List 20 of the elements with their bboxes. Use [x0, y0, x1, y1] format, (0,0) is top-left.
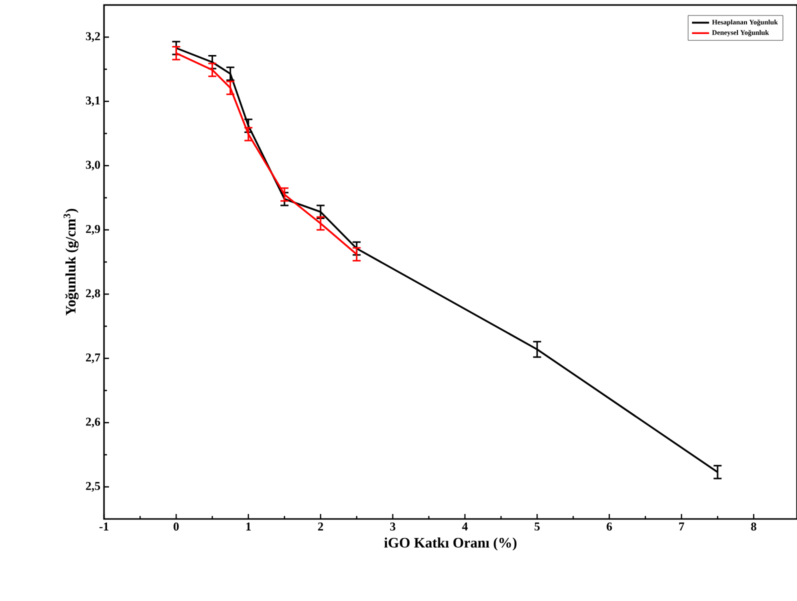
x-tick-label: -1 — [99, 522, 108, 530]
y-tick-label: 2,8 — [86, 289, 100, 300]
y-tick-label: 2,6 — [86, 418, 100, 428]
x-tick-label: 0 — [174, 522, 179, 531]
y-axis-title: Yoğunluk (g/cm$^{3}$) — [64, 208, 79, 316]
x-axis-title: iGO Katkı Oranı (%) — [384, 537, 516, 551]
y-tick-label: 3,0 — [86, 160, 100, 171]
x-tick-label: 4 — [462, 522, 468, 530]
x-tick-label: 1 — [246, 522, 251, 530]
x-tick-label: 5 — [534, 522, 540, 530]
x-tick-label: 6 — [606, 522, 612, 531]
y-tick-label: 2,5 — [86, 482, 100, 492]
x-tick-label: 2 — [318, 522, 324, 530]
y-tick-label: 2,7 — [86, 353, 100, 364]
y-tick-label: 3,2 — [86, 32, 100, 42]
x-tick-label: 3 — [390, 522, 396, 531]
y-tick-label: 2,9 — [86, 224, 100, 235]
x-tick-label: 7 — [679, 522, 684, 530]
x-tick-label: 8 — [751, 522, 756, 531]
y-tick-label: 3,1 — [86, 96, 100, 106]
